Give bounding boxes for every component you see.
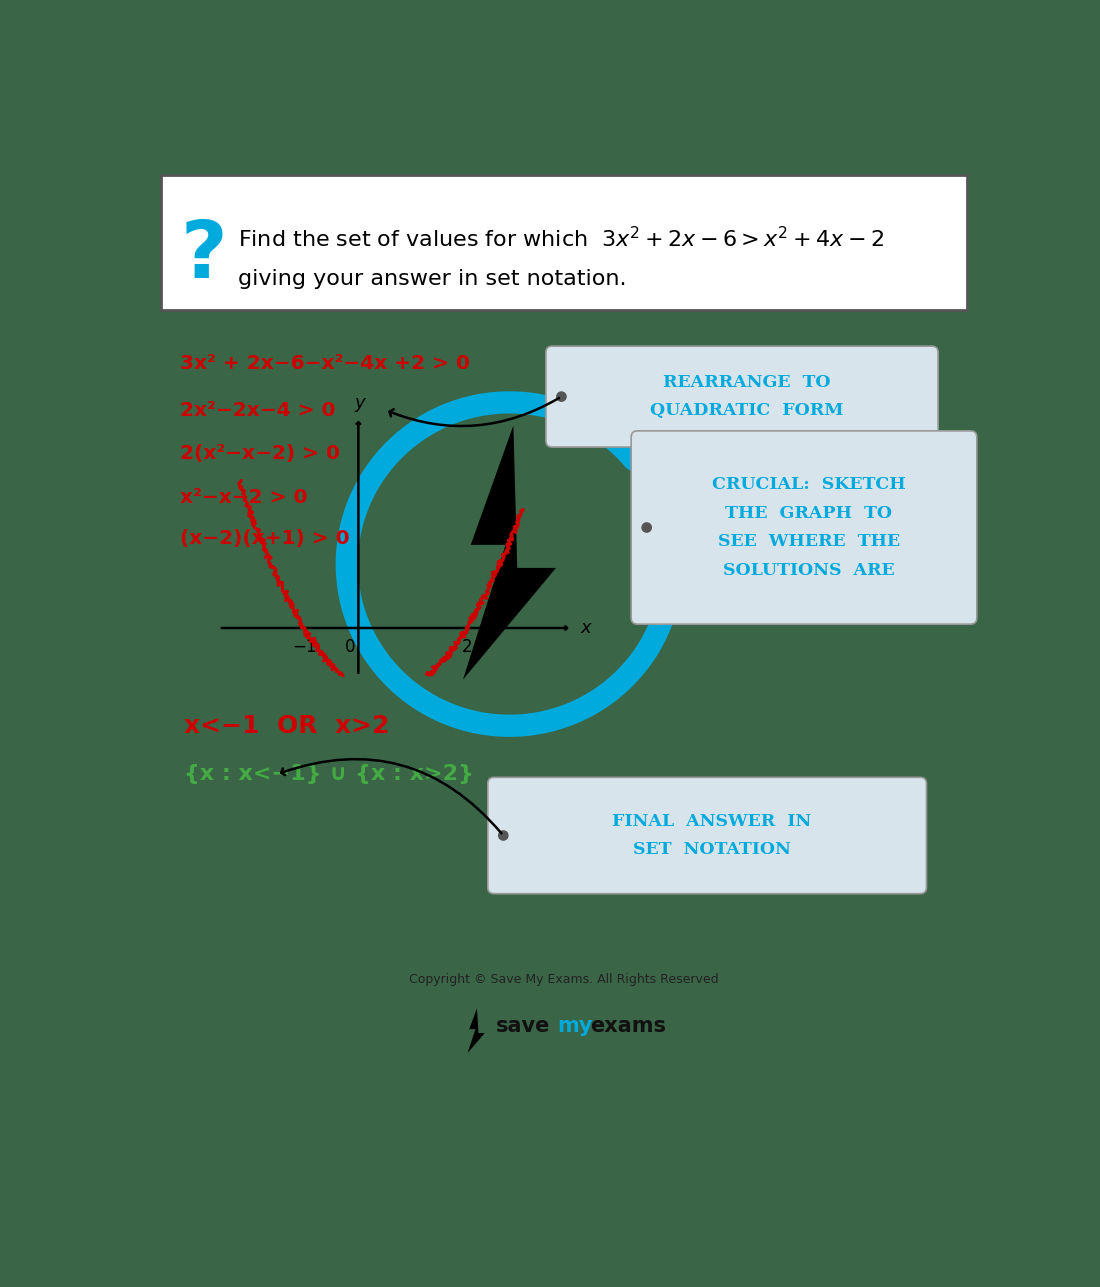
Polygon shape xyxy=(463,426,556,680)
Text: exams: exams xyxy=(590,1015,667,1036)
Text: giving your answer in set notation.: giving your answer in set notation. xyxy=(239,269,627,290)
Circle shape xyxy=(642,523,651,532)
Polygon shape xyxy=(468,1009,485,1053)
Text: x<−1  OR  x>2: x<−1 OR x>2 xyxy=(184,714,389,737)
FancyBboxPatch shape xyxy=(546,346,938,447)
Text: Copyright © Save My Exams. All Rights Reserved: Copyright © Save My Exams. All Rights Re… xyxy=(409,973,718,986)
Text: 2x²−2x−4 > 0: 2x²−2x−4 > 0 xyxy=(180,400,336,420)
Text: {x : x<−1} ∪ {x : x>2}: {x : x<−1} ∪ {x : x>2} xyxy=(184,764,474,784)
Text: x²−x−2 > 0: x²−x−2 > 0 xyxy=(180,488,308,507)
Text: save: save xyxy=(495,1015,550,1036)
FancyBboxPatch shape xyxy=(161,175,967,310)
Text: Find the set of values for which  $3x^2 + 2x - 6 > x^2 + 4x - 2$: Find the set of values for which $3x^2 +… xyxy=(239,225,884,251)
Circle shape xyxy=(557,393,566,402)
Text: (x−2)(x+1) > 0: (x−2)(x+1) > 0 xyxy=(180,529,350,548)
Text: my: my xyxy=(558,1015,593,1036)
FancyBboxPatch shape xyxy=(487,777,926,893)
Text: −1: −1 xyxy=(292,638,317,656)
Text: 0: 0 xyxy=(345,638,356,656)
Text: y: y xyxy=(354,394,365,412)
Text: REARRANGE  TO
QUADRATIC  FORM: REARRANGE TO QUADRATIC FORM xyxy=(650,373,844,420)
Text: FINAL  ANSWER  IN
SET  NOTATION: FINAL ANSWER IN SET NOTATION xyxy=(612,812,812,858)
Text: CRUCIAL:  SKETCH
THE  GRAPH  TO
SEE  WHERE  THE
SOLUTIONS  ARE: CRUCIAL: SKETCH THE GRAPH TO SEE WHERE T… xyxy=(712,476,905,579)
Circle shape xyxy=(498,831,508,840)
Text: x: x xyxy=(581,619,592,637)
Text: 3x² + 2x−6−x²−4x +2 > 0: 3x² + 2x−6−x²−4x +2 > 0 xyxy=(180,354,470,373)
FancyBboxPatch shape xyxy=(631,431,977,624)
Text: 2(x²−x−2) > 0: 2(x²−x−2) > 0 xyxy=(180,444,340,463)
Text: ?: ? xyxy=(180,218,227,295)
Text: 2: 2 xyxy=(462,638,472,656)
